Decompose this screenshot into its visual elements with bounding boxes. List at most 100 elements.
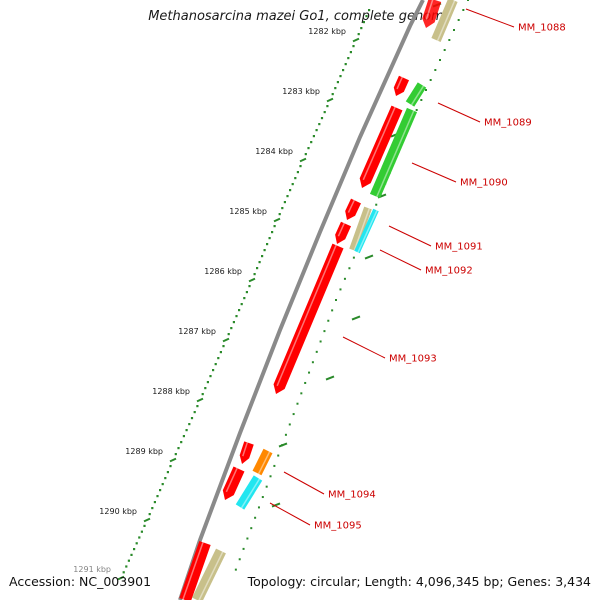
ruler-dot <box>289 189 292 192</box>
ruler-dot <box>174 453 177 456</box>
gene-arrow-mm1094-rev <box>239 441 254 464</box>
inner-ring-dot <box>273 464 276 467</box>
gene-features <box>179 0 458 600</box>
ruler-dot <box>204 387 207 390</box>
gene-arrow-mm1095-rev <box>222 466 245 500</box>
gene-label: MM_1093 <box>389 354 437 365</box>
inner-ring-dot <box>425 89 427 91</box>
ruler-dot <box>344 63 347 66</box>
gene-leader-line <box>437 102 481 123</box>
kbp-tick-label: 1283 kbp <box>282 87 320 96</box>
ruler-dot <box>130 553 133 556</box>
kbp-ruler: 1282 kbp 1283 kbp 1284 kbp 1285 kbp 1286 kbp… <box>73 9 371 581</box>
gene-arrow-mm1092-rev <box>335 221 352 244</box>
inner-ring-dot <box>308 371 311 374</box>
inner-ring-dot <box>284 433 287 436</box>
ruler-dot <box>263 249 266 252</box>
ruler-dot <box>140 530 143 533</box>
kbp-tick-label: 1289 kbp <box>125 447 163 456</box>
ruler-tick <box>273 217 281 223</box>
inner-ring-dot <box>457 19 460 21</box>
ruler-dot <box>180 441 183 444</box>
inner-ring-dot <box>448 39 451 41</box>
ruler-dot <box>164 477 167 480</box>
inner-ring-dot <box>300 392 303 395</box>
inner-ring-dot <box>335 299 337 301</box>
ruler-dot <box>271 231 274 234</box>
ruler-dot <box>166 471 169 474</box>
ruler-dot <box>347 57 350 60</box>
inner-ring-dot <box>288 423 291 426</box>
ruler-tick <box>299 157 307 163</box>
ruler-dot <box>243 297 246 300</box>
inner-ring-dot <box>331 309 334 312</box>
inner-dotted-ring <box>234 0 469 571</box>
gene-arrow-mm1091-rev <box>345 198 361 220</box>
ruler-dot <box>273 225 276 228</box>
gene-arrow-mm1092-fwd <box>354 208 379 254</box>
ruler-dot <box>153 501 156 504</box>
ruler-dot <box>138 536 141 539</box>
gene-arrow-mm1094-fwd <box>252 448 273 476</box>
ruler-dot <box>127 559 130 562</box>
map-title: Methanosarcina mazei Go1, complete genom… <box>148 9 452 24</box>
ruler-tick <box>143 517 151 523</box>
inner-ring-dot <box>439 59 441 61</box>
inner-ring-dot <box>352 256 355 259</box>
inner-ring-dot <box>265 485 268 488</box>
ruler-dot <box>222 345 225 348</box>
ruler-dot <box>258 261 261 264</box>
inner-ring-dot <box>327 319 330 322</box>
inner-ring-dot <box>348 267 351 270</box>
ruler-dot <box>169 465 172 468</box>
gene-leader-lines <box>269 8 515 526</box>
ruler-dot <box>310 141 313 144</box>
ruler-tick <box>117 575 125 581</box>
ruler-dot <box>188 423 191 426</box>
kbp-tick-label: 1284 kbp <box>255 147 293 156</box>
gene-label: MM_1094 <box>328 490 376 501</box>
inner-ring-dot <box>296 402 299 405</box>
ruler-dot <box>268 237 271 240</box>
ruler-dot <box>182 435 185 438</box>
ruler-dot <box>196 405 199 408</box>
gene-label: MM_1089 <box>484 118 532 129</box>
gene-arrow-mm1089-fwd <box>405 82 427 107</box>
kbp-tick-label: 1287 kbp <box>178 327 216 336</box>
ruler-dot <box>201 393 204 396</box>
gene-leader-line <box>379 249 422 271</box>
ruler-dot <box>291 183 294 186</box>
ruler-dot <box>281 207 284 210</box>
kbp-tick-label: 1290 kbp <box>99 507 137 516</box>
gene-label: MM_1095 <box>314 521 362 532</box>
inner-ring-dot <box>443 49 446 51</box>
ruler-dot <box>368 9 371 12</box>
ruler-dot <box>342 69 345 72</box>
inner-ring-dot <box>292 413 295 416</box>
ruler-dot <box>248 285 251 288</box>
ruler-dot <box>240 303 243 306</box>
gene-arrow-mm1091-fwd <box>349 206 372 252</box>
gene-leader-line <box>411 162 457 183</box>
ruler-dot <box>357 33 360 36</box>
ruler-dot <box>177 447 180 450</box>
ruler-dot <box>214 363 217 366</box>
inner-ring-tick <box>364 254 374 260</box>
ruler-dot <box>349 51 352 54</box>
inner-ring-dot <box>238 558 241 561</box>
ruler-dot <box>336 81 339 84</box>
ruler-dot <box>352 45 355 48</box>
ruler-tick <box>326 97 334 103</box>
ruler-dot <box>133 548 136 551</box>
gene-label: MM_1088 <box>518 23 566 34</box>
inner-ring-dot <box>453 29 455 31</box>
ruler-tick <box>169 457 177 463</box>
ruler-dot <box>278 213 281 216</box>
gene-arrow-mm1095-fwd <box>235 475 263 510</box>
gene-label: MM_1091 <box>435 242 483 253</box>
inner-ring-tick <box>278 442 288 448</box>
ruler-dot <box>161 483 164 486</box>
ruler-dot <box>318 123 321 126</box>
ruler-dot <box>209 375 212 378</box>
